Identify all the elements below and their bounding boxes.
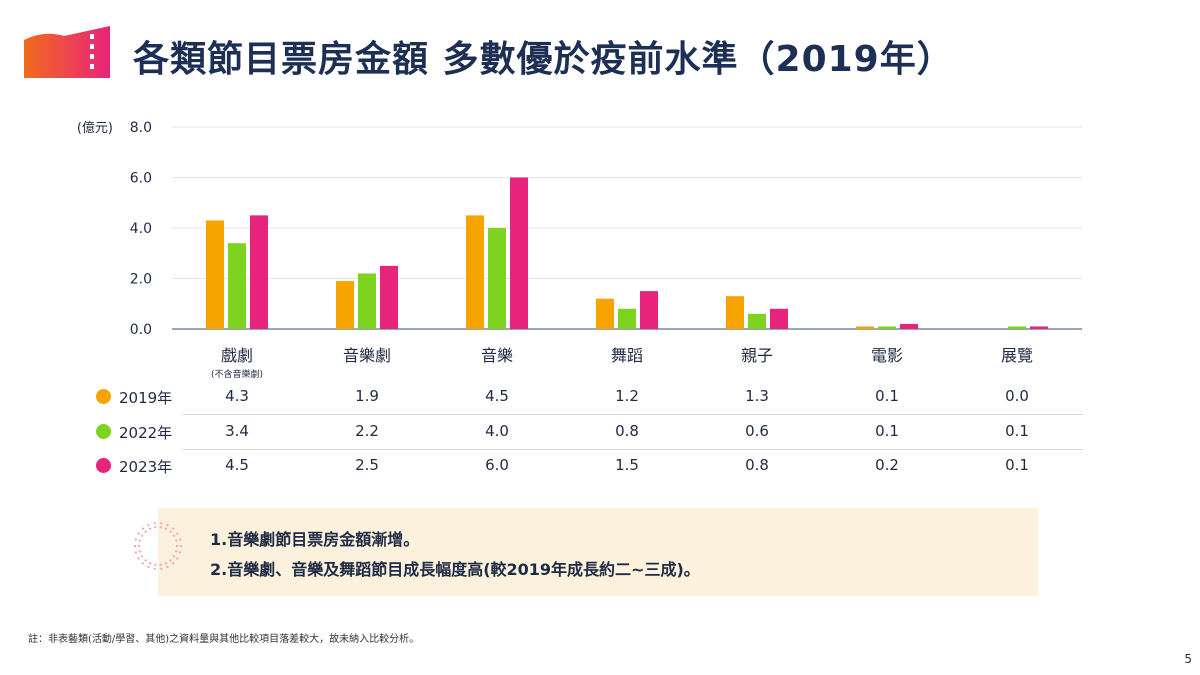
deco-tick [141, 527, 147, 534]
bar-0-2 [466, 215, 484, 329]
bar-0-0 [206, 220, 224, 329]
deco-tick [174, 550, 182, 554]
deco-tick [169, 558, 175, 565]
bar-2-6 [1030, 326, 1048, 329]
deco-tick [159, 522, 163, 529]
deco-tick [164, 523, 169, 531]
y-tick-label: 2.0 [130, 272, 152, 288]
table-cell: 0.1 [875, 387, 899, 405]
deco-tick [134, 550, 142, 554]
table-cell: 0.8 [615, 422, 639, 440]
table-cell: 4.0 [485, 422, 509, 440]
y-tick-label: 8.0 [130, 120, 152, 136]
x-tick-label: 親子 [741, 346, 773, 365]
legend-dot [96, 458, 111, 473]
x-tick-label: 音樂劇 [343, 346, 391, 365]
page-number: 5 [1184, 652, 1192, 666]
dotted-circle-icon [134, 522, 182, 570]
logo-icon [24, 26, 110, 78]
table-cell: 0.0 [1005, 387, 1029, 405]
bar-2-4 [770, 308, 788, 329]
deco-tick [134, 538, 142, 542]
bar-2-1 [380, 265, 398, 329]
table-cell: 0.1 [875, 422, 899, 440]
table-cell: 4.5 [225, 456, 249, 474]
deco-tick [137, 532, 144, 538]
bar-1-6 [1008, 326, 1026, 329]
bar-1-2 [488, 228, 506, 329]
table-cell: 1.2 [615, 387, 639, 405]
table-cell: 4.5 [485, 387, 509, 405]
deco-tick [141, 558, 147, 565]
deco-tick [164, 561, 169, 569]
y-axis-label: (億元) [77, 120, 113, 136]
table-cell: 2.5 [355, 456, 379, 474]
y-tick-label: 6.0 [130, 171, 152, 187]
deco-tick [147, 561, 152, 569]
legend-label: 2019年 [119, 389, 173, 407]
bar-0-3 [596, 298, 614, 329]
table-cell: 1.3 [745, 387, 769, 405]
table-cell: 0.6 [745, 422, 769, 440]
deco-tick [153, 522, 157, 529]
table-divider [183, 449, 1083, 450]
deco-tick [153, 563, 157, 570]
x-tick-label: 電影 [871, 346, 903, 365]
bar-2-0 [250, 215, 268, 329]
legend-label: 2022年 [119, 424, 173, 442]
bar-1-1 [358, 273, 376, 329]
bar-2-2 [510, 177, 528, 329]
table-cell: 0.1 [1005, 422, 1029, 440]
legend-label: 2023年 [119, 458, 173, 476]
notes-box: 1.音樂劇節目票房金額漸增。 2.音樂劇、音樂及舞蹈節目成長幅度高(較2019年… [158, 508, 1038, 596]
bar-2-5 [900, 323, 918, 329]
bar-chart: 0.0 2.0 4.0 6.0 8.0 (億元) 戲劇 (不含音樂劇) 音樂劇 音樂 舞蹈 親子 電影 展… [77, 120, 1082, 380]
deco-tick [172, 554, 179, 560]
page-title: 各類節目票房金額 多數優於疫前水準（2019年） [133, 39, 954, 80]
table-cell: 2.2 [355, 422, 379, 440]
deco-tick [137, 554, 144, 560]
footnote: 註：非表藝類(活動/學習、其他)之資料量與其他比較項目落差較大，故未納入比較分析… [28, 634, 420, 645]
note-2: 2.音樂劇、音樂及舞蹈節目成長幅度高(較2019年成長約二~三成)。 [210, 560, 700, 579]
note-1: 1.音樂劇節目票房金額漸增。 [210, 530, 420, 549]
table-cell: 0.8 [745, 456, 769, 474]
bar-2-3 [640, 291, 658, 329]
x-tick-label: 展覽 [1001, 346, 1033, 365]
x-tick-label: 舞蹈 [611, 346, 643, 365]
x-tick-note: (不含音樂劇) [211, 368, 263, 380]
table-cell: 1.9 [355, 387, 379, 405]
table-cell: 0.2 [875, 456, 899, 474]
y-tick-label: 4.0 [130, 221, 152, 237]
table-cell: 6.0 [485, 456, 509, 474]
table-divider [183, 414, 1083, 415]
bar-0-1 [336, 281, 354, 329]
x-tick-label: 戲劇 [221, 346, 253, 365]
deco-tick [172, 532, 179, 538]
bar-1-5 [878, 326, 896, 329]
legend-dot [96, 389, 111, 404]
x-tick-label: 音樂 [481, 346, 513, 365]
deco-tick [174, 538, 182, 542]
y-tick-label: 0.0 [130, 322, 152, 338]
legend-dot [96, 424, 111, 439]
bar-0-4 [726, 296, 744, 329]
table-cell: 4.3 [225, 387, 249, 405]
table-cell: 1.5 [615, 456, 639, 474]
deco-tick [147, 523, 152, 531]
table-cell: 3.4 [225, 422, 249, 440]
bar-0-5 [856, 326, 874, 329]
deco-tick [159, 563, 163, 570]
table-cell: 0.1 [1005, 456, 1029, 474]
bar-1-3 [618, 308, 636, 329]
bar-1-0 [228, 243, 246, 329]
deco-tick [169, 527, 175, 534]
bar-1-4 [748, 313, 766, 329]
